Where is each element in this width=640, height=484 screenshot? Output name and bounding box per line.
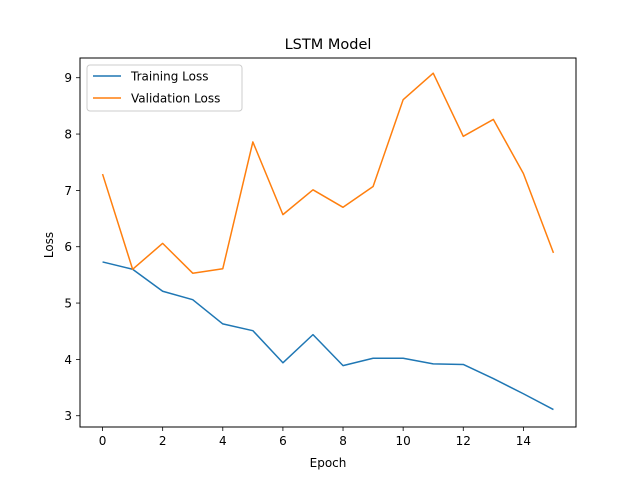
y-tick-label: 6 <box>64 240 72 254</box>
chart-title: LSTM Model <box>285 37 372 53</box>
legend-label-training-loss: Training Loss <box>130 70 208 84</box>
x-tick-label: 4 <box>219 434 227 448</box>
legend-box <box>86 64 243 112</box>
legend-label-validation-loss: Validation Loss <box>131 92 220 106</box>
x-tick-label: 8 <box>339 434 347 448</box>
y-tick-label: 9 <box>64 71 72 85</box>
legend: Training Loss Validation Loss <box>86 64 243 112</box>
y-axis-label: Loss <box>42 232 56 258</box>
x-tick-label: 10 <box>396 434 411 448</box>
series-layer <box>101 72 555 411</box>
x-tick-label: 2 <box>159 434 167 448</box>
x-tick-label: 0 <box>99 434 107 448</box>
y-tick-label: 7 <box>64 184 72 198</box>
y-tick-label: 4 <box>64 353 72 367</box>
y-tick-label: 8 <box>64 128 72 142</box>
y-axis-ticks: 3 4 5 6 7 8 9 <box>64 71 80 423</box>
x-tick-label: 12 <box>456 434 471 448</box>
x-axis-label: Epoch <box>310 456 347 470</box>
x-axis-ticks: 0 2 4 6 8 10 12 14 <box>99 427 531 448</box>
plot-area-frame <box>79 57 577 428</box>
x-tick-label: 6 <box>279 434 287 448</box>
y-tick-label: 5 <box>64 297 72 311</box>
y-tick-label: 3 <box>64 409 72 423</box>
series-line-training-loss <box>102 261 554 411</box>
x-tick-label: 14 <box>516 434 531 448</box>
series-line-validation-loss <box>101 72 555 274</box>
